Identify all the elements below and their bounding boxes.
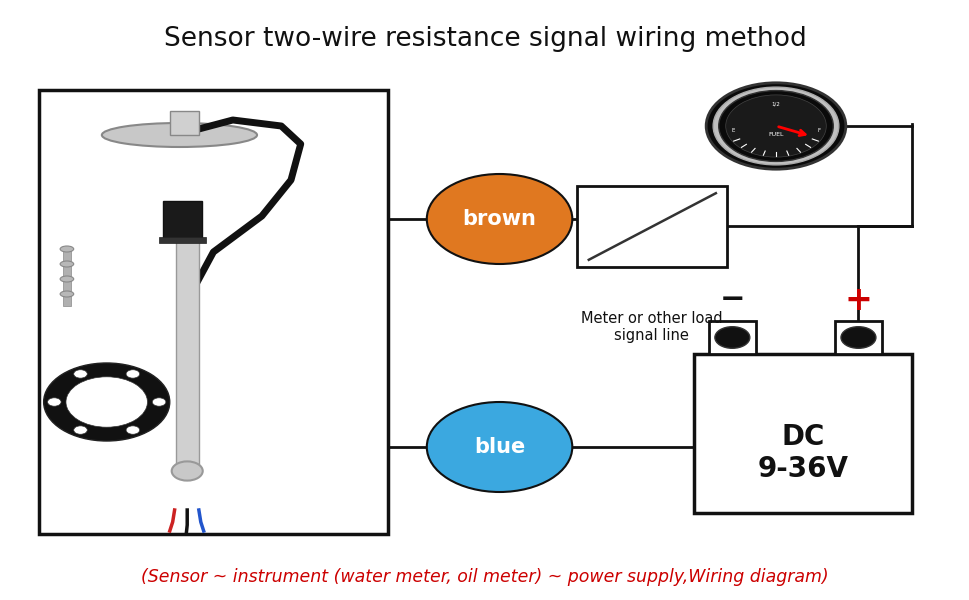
Text: +: +	[844, 283, 871, 317]
Text: FUEL: FUEL	[767, 132, 783, 137]
Text: −: −	[719, 286, 744, 314]
Ellipse shape	[60, 276, 74, 282]
Text: 1/2: 1/2	[770, 101, 780, 106]
Circle shape	[840, 326, 875, 348]
Circle shape	[426, 402, 572, 492]
Bar	[159, 237, 205, 243]
Bar	[708, 321, 755, 354]
Bar	[63, 294, 71, 306]
Bar	[577, 186, 727, 267]
Circle shape	[126, 370, 140, 378]
Circle shape	[712, 87, 838, 165]
Bar	[63, 249, 71, 261]
Circle shape	[725, 95, 826, 157]
Circle shape	[426, 174, 572, 264]
Ellipse shape	[60, 291, 74, 297]
Bar	[63, 279, 71, 291]
Text: F: F	[817, 128, 820, 133]
Bar	[163, 201, 202, 240]
Circle shape	[172, 461, 203, 481]
Text: E: E	[731, 128, 734, 133]
Ellipse shape	[102, 123, 257, 147]
Circle shape	[47, 398, 61, 406]
Text: DC
9-36V: DC 9-36V	[757, 423, 848, 483]
Circle shape	[44, 363, 170, 441]
Bar	[693, 354, 911, 513]
Bar	[170, 111, 199, 135]
Bar	[834, 321, 881, 354]
Text: (Sensor ~ instrument (water meter, oil meter) ~ power supply,Wiring diagram): (Sensor ~ instrument (water meter, oil m…	[141, 568, 828, 586]
Bar	[175, 240, 199, 468]
Circle shape	[705, 83, 845, 169]
Circle shape	[74, 426, 87, 434]
Ellipse shape	[60, 246, 74, 252]
Text: Sensor two-wire resistance signal wiring method: Sensor two-wire resistance signal wiring…	[164, 26, 805, 52]
Circle shape	[714, 326, 749, 348]
Bar	[63, 264, 71, 276]
Circle shape	[718, 91, 832, 161]
Text: Meter or other load
signal line: Meter or other load signal line	[580, 311, 722, 343]
Text: brown: brown	[462, 209, 536, 229]
Text: blue: blue	[474, 437, 524, 457]
Circle shape	[126, 426, 140, 434]
Ellipse shape	[60, 261, 74, 267]
Circle shape	[152, 398, 166, 406]
Circle shape	[66, 377, 147, 427]
Bar	[39, 90, 388, 534]
Circle shape	[74, 370, 87, 378]
